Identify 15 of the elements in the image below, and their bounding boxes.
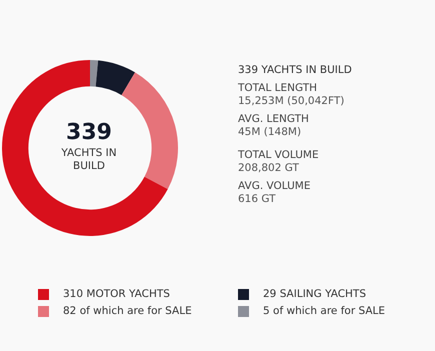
text: YACHTS IN BUILD: [60, 147, 118, 173]
text: 45M (148M): [238, 126, 302, 139]
text: AVG. VOLUME: [238, 180, 312, 193]
text: TOTAL LENGTH: [238, 82, 318, 95]
text: 339: [65, 120, 113, 145]
text: 15,253M (50,042FT): [238, 95, 346, 108]
text: 616 GT: [238, 193, 277, 206]
text: 208,802 GT: [238, 162, 300, 175]
legend-label: 29 SAILING YACHTS: [263, 288, 366, 300]
legend-label: 5 of which are for SALE: [263, 305, 386, 317]
text: 339 YACHTS IN BUILD: [238, 64, 352, 77]
legend-label: 82 of which are for SALE: [63, 305, 192, 317]
legend-label: 310 MOTOR YACHTS: [63, 288, 170, 300]
text: AVG. LENGTH: [238, 113, 310, 126]
text: TOTAL VOLUME: [238, 149, 320, 162]
